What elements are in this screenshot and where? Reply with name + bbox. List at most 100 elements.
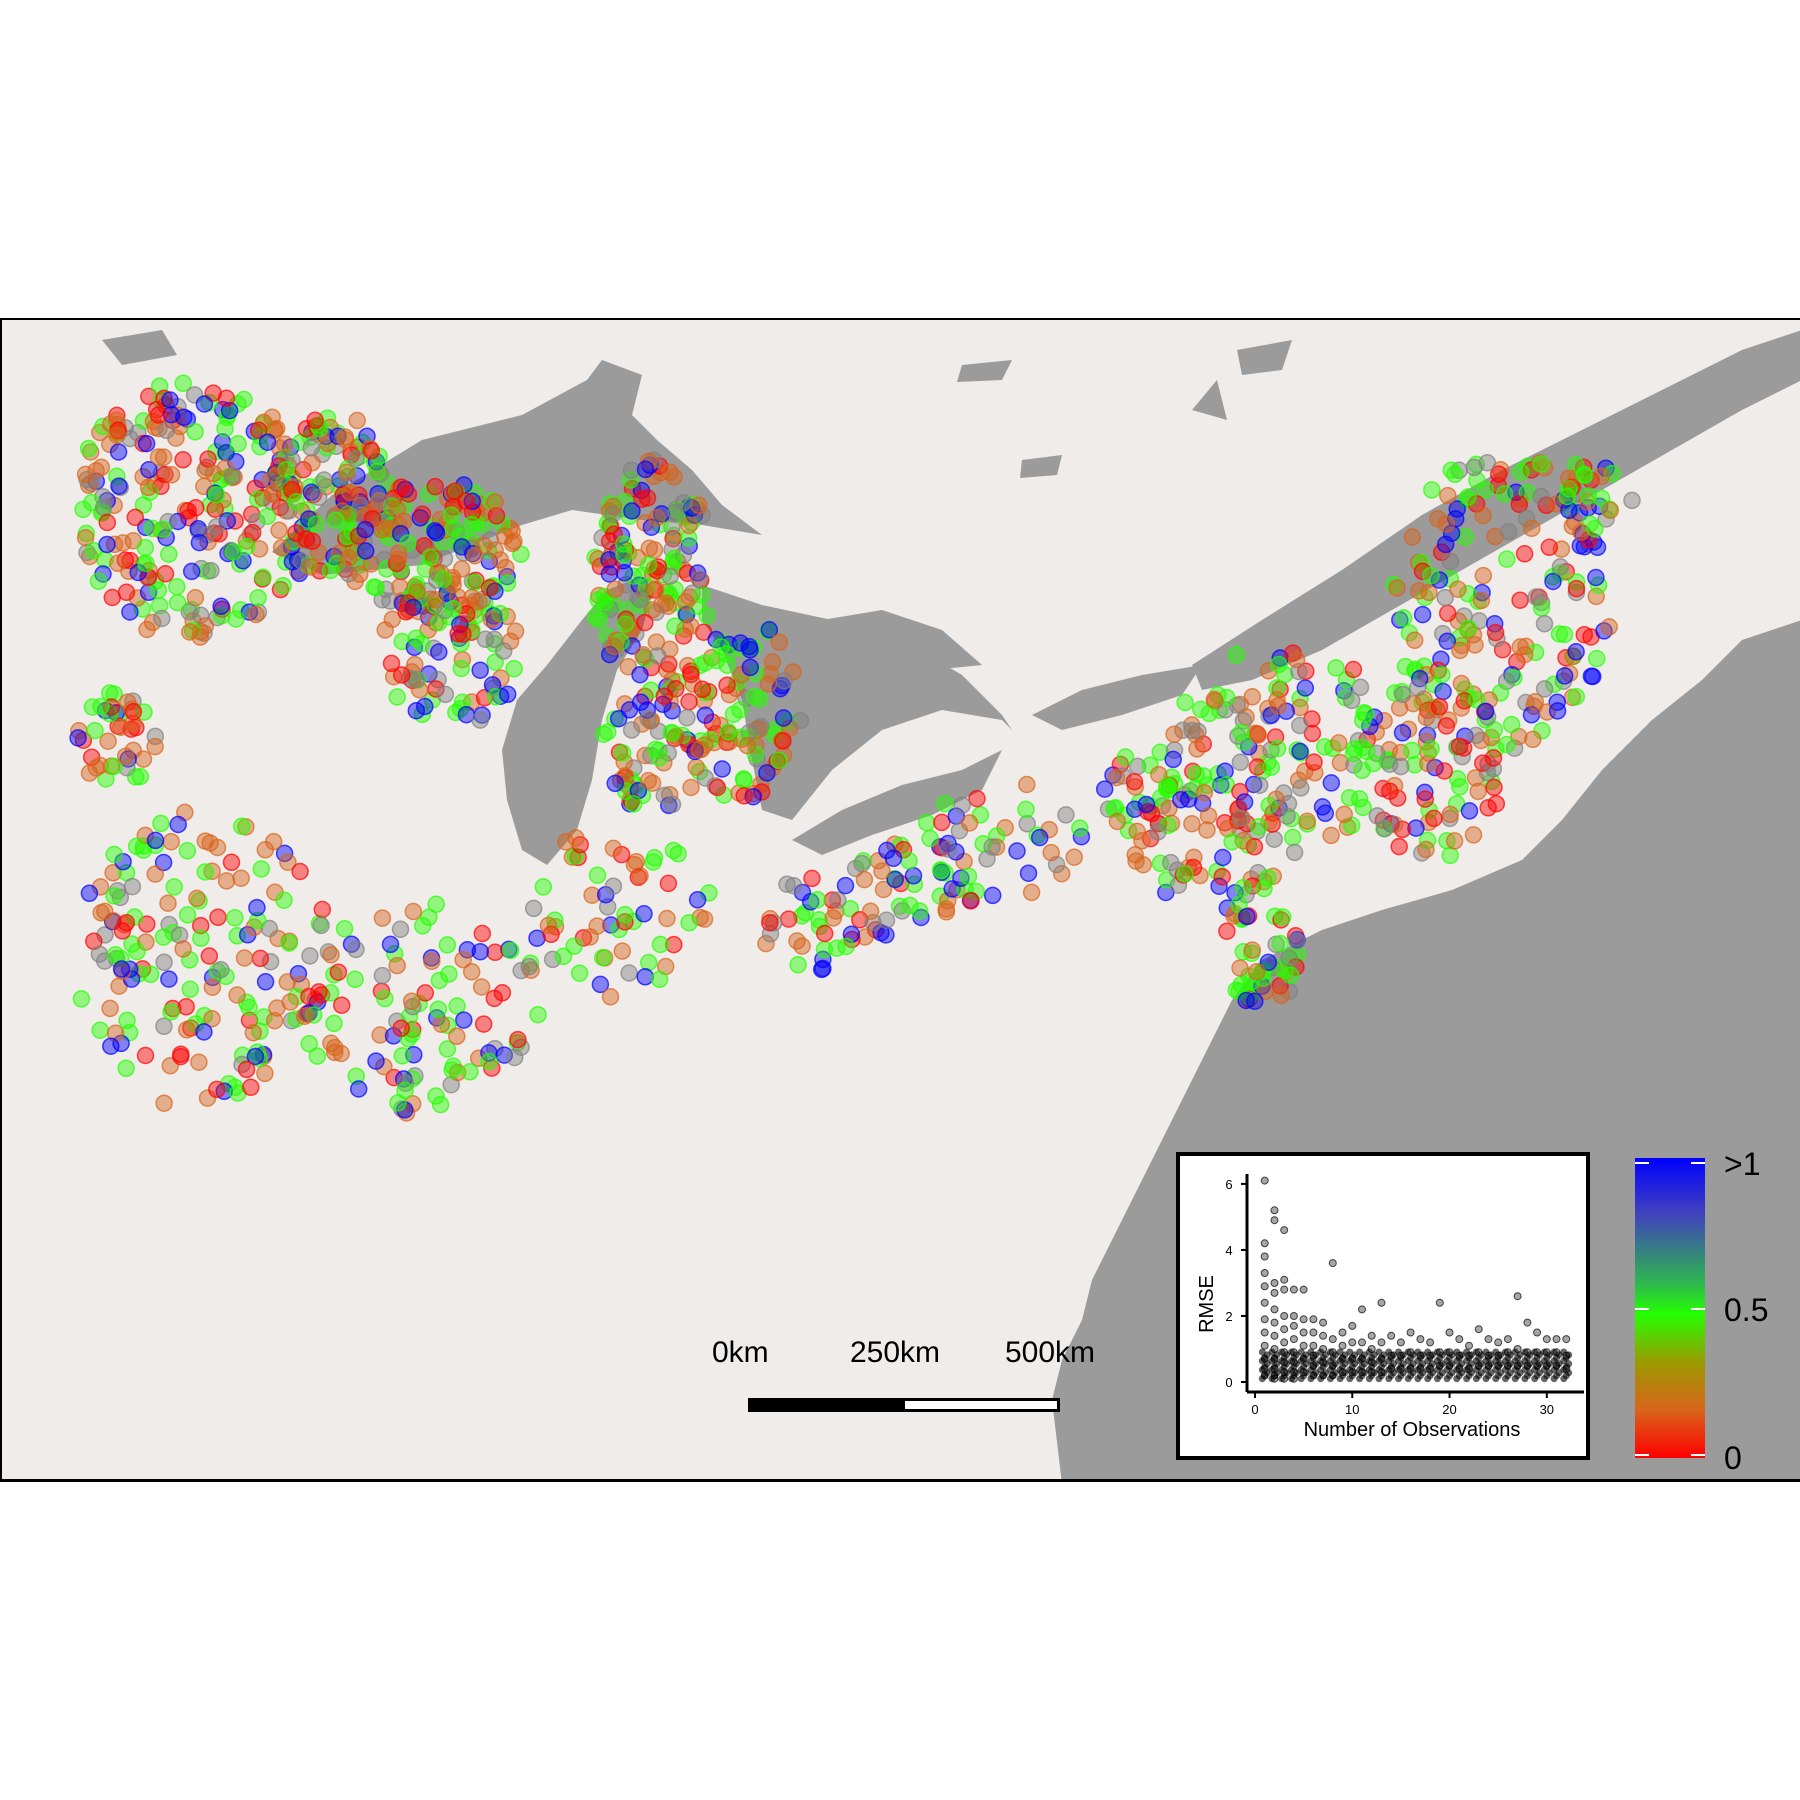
map-point	[1518, 483, 1537, 502]
map-point	[1285, 843, 1304, 862]
map-point	[1437, 515, 1456, 533]
map-point	[676, 593, 695, 611]
map-point	[216, 419, 234, 438]
map-point	[198, 1089, 217, 1107]
map-point	[429, 1000, 448, 1018]
inset-point	[1307, 1348, 1315, 1356]
inset-point	[1299, 1285, 1308, 1294]
map-point	[1419, 754, 1437, 773]
map-point	[188, 889, 206, 908]
map-point	[485, 630, 504, 649]
map-point	[1405, 756, 1424, 774]
inset-point	[1356, 1348, 1364, 1356]
map-point	[174, 940, 192, 958]
map-point	[389, 550, 408, 569]
map-point	[758, 764, 776, 782]
inset-point	[1348, 1321, 1357, 1330]
map-point	[224, 543, 243, 561]
map-point	[223, 467, 242, 485]
map-point	[106, 945, 125, 964]
map-point	[1330, 734, 1348, 752]
map-point	[1393, 685, 1412, 704]
inset-point	[1414, 1348, 1422, 1356]
map-point	[631, 867, 649, 885]
map-point	[472, 978, 491, 996]
map-point	[774, 732, 792, 750]
map-point	[300, 1034, 318, 1053]
map-point	[389, 1094, 407, 1112]
map-point	[1291, 698, 1309, 717]
map-point	[1601, 501, 1620, 520]
legend-label-high: >1	[1724, 1146, 1761, 1182]
map-point	[168, 406, 187, 424]
map-point	[1158, 777, 1176, 795]
map-point	[528, 929, 546, 947]
inset-point	[1474, 1361, 1483, 1370]
map-point	[718, 676, 736, 694]
map-point	[761, 913, 779, 932]
map-point	[687, 758, 705, 776]
map-point	[474, 1015, 493, 1033]
map-point	[376, 989, 394, 1008]
inset-point	[1280, 1285, 1289, 1294]
map-point	[202, 561, 220, 580]
inset-point	[1523, 1361, 1532, 1370]
map-point	[590, 611, 609, 629]
map-point	[1313, 798, 1332, 816]
map-point	[1052, 864, 1071, 883]
map-point	[1022, 883, 1041, 902]
map-point	[759, 675, 778, 693]
map-point	[87, 759, 106, 777]
map-point	[392, 666, 411, 684]
map-point	[155, 1094, 173, 1112]
inset-point	[1289, 1312, 1298, 1320]
map-point	[1198, 821, 1216, 839]
map-point	[1441, 805, 1459, 824]
map-point	[874, 880, 893, 899]
map-point	[1280, 949, 1298, 967]
map-point	[1340, 788, 1359, 807]
map-point	[639, 953, 658, 972]
map-point	[1600, 618, 1618, 636]
inset-point	[1299, 1315, 1308, 1324]
map-point	[539, 916, 558, 935]
map-point	[1071, 819, 1089, 837]
map-point	[936, 794, 954, 813]
inset-point	[1346, 1348, 1354, 1356]
map-point	[1408, 678, 1427, 697]
map-point	[226, 909, 244, 927]
map-point	[207, 517, 226, 536]
inset-point	[1270, 1331, 1279, 1340]
map-point	[760, 621, 779, 639]
map-point	[1559, 469, 1578, 487]
inset-point	[1542, 1335, 1551, 1344]
map-point	[663, 671, 681, 689]
map-point	[280, 934, 298, 952]
map-point	[1468, 691, 1486, 709]
inset-point	[1280, 1368, 1289, 1377]
map-point	[452, 560, 471, 578]
map-point	[740, 637, 758, 656]
inset-point	[1552, 1335, 1561, 1344]
map-point	[98, 513, 117, 532]
map-point	[616, 905, 634, 924]
map-point	[731, 701, 749, 719]
inset-point	[1474, 1325, 1483, 1334]
map-point	[310, 488, 328, 507]
map-point	[156, 465, 174, 484]
map-point	[983, 886, 1002, 905]
map-point	[1216, 762, 1234, 780]
map-point	[793, 937, 811, 955]
map-point	[302, 439, 320, 457]
map-point	[249, 421, 268, 439]
map-point	[959, 867, 978, 886]
map-point	[1195, 783, 1214, 802]
map-point	[661, 567, 679, 585]
scale-bar	[748, 1398, 1060, 1412]
map-point	[1188, 740, 1206, 758]
map-point	[321, 561, 340, 580]
map-point	[381, 935, 400, 954]
inset-point	[1494, 1338, 1503, 1347]
map-point	[154, 448, 173, 466]
map-point	[426, 590, 444, 609]
